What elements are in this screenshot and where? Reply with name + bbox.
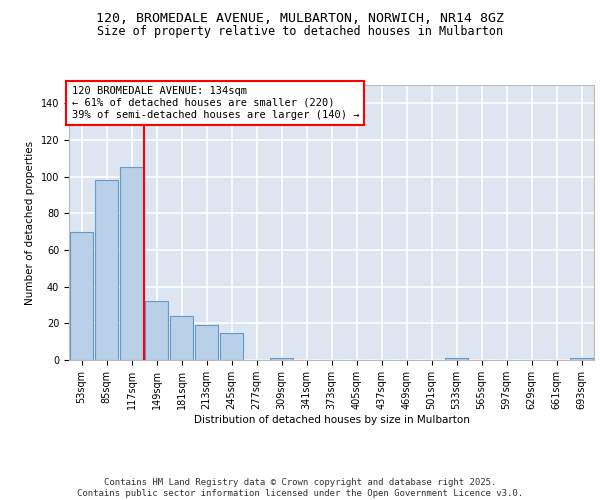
X-axis label: Distribution of detached houses by size in Mulbarton: Distribution of detached houses by size … bbox=[194, 415, 469, 425]
Bar bbox=[270, 358, 293, 360]
Bar bbox=[120, 168, 143, 360]
Bar bbox=[95, 180, 118, 360]
Bar bbox=[220, 332, 243, 360]
Text: 120 BROMEDALE AVENUE: 134sqm
← 61% of detached houses are smaller (220)
39% of s: 120 BROMEDALE AVENUE: 134sqm ← 61% of de… bbox=[71, 86, 359, 120]
Bar bbox=[70, 232, 93, 360]
Bar bbox=[170, 316, 193, 360]
Bar bbox=[145, 302, 168, 360]
Text: Size of property relative to detached houses in Mulbarton: Size of property relative to detached ho… bbox=[97, 25, 503, 38]
Bar bbox=[570, 358, 593, 360]
Text: Contains HM Land Registry data © Crown copyright and database right 2025.
Contai: Contains HM Land Registry data © Crown c… bbox=[77, 478, 523, 498]
Bar bbox=[195, 325, 218, 360]
Y-axis label: Number of detached properties: Number of detached properties bbox=[25, 140, 35, 304]
Bar bbox=[445, 358, 468, 360]
Text: 120, BROMEDALE AVENUE, MULBARTON, NORWICH, NR14 8GZ: 120, BROMEDALE AVENUE, MULBARTON, NORWIC… bbox=[96, 12, 504, 26]
